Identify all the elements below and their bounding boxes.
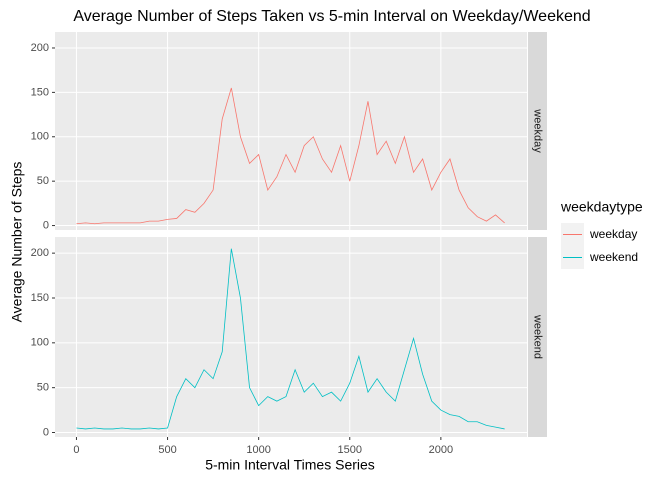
panel-background <box>55 32 527 230</box>
x-tick-label: 1000 <box>246 444 270 456</box>
y-tick-label: 100 <box>31 337 49 349</box>
x-tick-label: 0 <box>73 444 79 456</box>
legend-label: weekday <box>589 227 637 241</box>
y-tick-label: 50 <box>37 175 49 187</box>
y-tick-label: 50 <box>37 382 49 394</box>
chart-title: Average Number of Steps Taken vs 5-min I… <box>73 8 590 25</box>
x-axis-title: 5-min Interval Times Series <box>205 457 375 473</box>
legend-title: weekdaytype <box>560 199 643 215</box>
strip <box>528 237 547 437</box>
data-line <box>76 87 505 225</box>
y-tick-label: 200 <box>31 42 49 54</box>
strip-label: weekday <box>532 108 544 153</box>
data-line <box>76 248 505 430</box>
y-tick-label: 100 <box>31 131 49 143</box>
y-axis-title: Average Number of Steps <box>9 162 25 323</box>
legend-label: weekend <box>589 250 638 264</box>
strip <box>528 32 547 230</box>
panel-background <box>55 237 527 437</box>
y-tick-label: 0 <box>43 426 49 438</box>
x-tick-label: 500 <box>158 444 176 456</box>
x-tick-label: 2000 <box>429 444 453 456</box>
x-tick-label: 1500 <box>338 444 362 456</box>
y-tick-label: 0 <box>43 219 49 231</box>
strip-label: weekend <box>532 314 544 359</box>
y-tick-label: 150 <box>31 86 49 98</box>
y-tick-label: 200 <box>31 247 49 259</box>
y-tick-label: 150 <box>31 292 49 304</box>
